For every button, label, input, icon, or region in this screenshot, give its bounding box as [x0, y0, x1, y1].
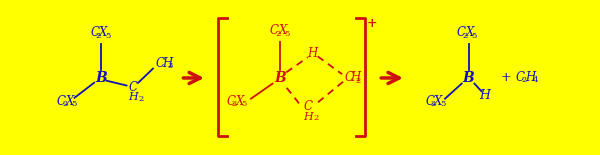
Text: 5: 5 — [71, 100, 77, 108]
Text: B: B — [463, 71, 475, 85]
Text: C: C — [344, 71, 353, 84]
Text: C: C — [425, 95, 434, 108]
Text: C: C — [156, 57, 165, 70]
Text: 2: 2 — [314, 114, 319, 122]
Text: H: H — [303, 111, 313, 122]
Text: +: + — [367, 17, 377, 30]
Text: B: B — [275, 71, 286, 85]
Text: H: H — [479, 89, 490, 102]
Text: 2: 2 — [139, 95, 144, 103]
Text: 2: 2 — [462, 32, 467, 40]
Text: 2: 2 — [275, 30, 280, 38]
Text: C: C — [304, 100, 313, 113]
Text: 2: 2 — [431, 100, 436, 108]
Text: C: C — [515, 71, 524, 84]
Text: +: + — [500, 71, 511, 84]
Text: X: X — [99, 26, 107, 39]
Text: 2: 2 — [356, 77, 361, 85]
Text: 2: 2 — [521, 76, 527, 84]
Text: 2: 2 — [232, 100, 237, 108]
Text: H: H — [526, 71, 536, 84]
Text: 5: 5 — [105, 32, 110, 40]
Text: 5: 5 — [472, 32, 477, 40]
Text: C: C — [129, 81, 138, 94]
Text: H: H — [350, 71, 360, 84]
Text: X: X — [466, 26, 474, 39]
Text: C: C — [90, 26, 99, 39]
Text: X: X — [278, 24, 287, 38]
Text: C: C — [457, 26, 466, 39]
Text: X: X — [66, 95, 74, 108]
Text: C: C — [227, 95, 236, 108]
Text: 5: 5 — [284, 30, 290, 38]
Text: 5: 5 — [241, 100, 247, 108]
Text: X: X — [434, 95, 443, 108]
Text: 2: 2 — [95, 32, 101, 40]
Text: C: C — [269, 24, 278, 38]
Text: H: H — [308, 47, 318, 60]
Text: C: C — [57, 95, 66, 108]
Text: 5: 5 — [440, 100, 446, 108]
Text: X: X — [235, 95, 244, 108]
Text: 2: 2 — [62, 100, 68, 108]
Text: H: H — [162, 57, 172, 70]
Text: H: H — [128, 92, 138, 102]
Text: 3: 3 — [168, 62, 173, 70]
Text: B: B — [95, 71, 107, 85]
Text: 4: 4 — [532, 76, 538, 84]
